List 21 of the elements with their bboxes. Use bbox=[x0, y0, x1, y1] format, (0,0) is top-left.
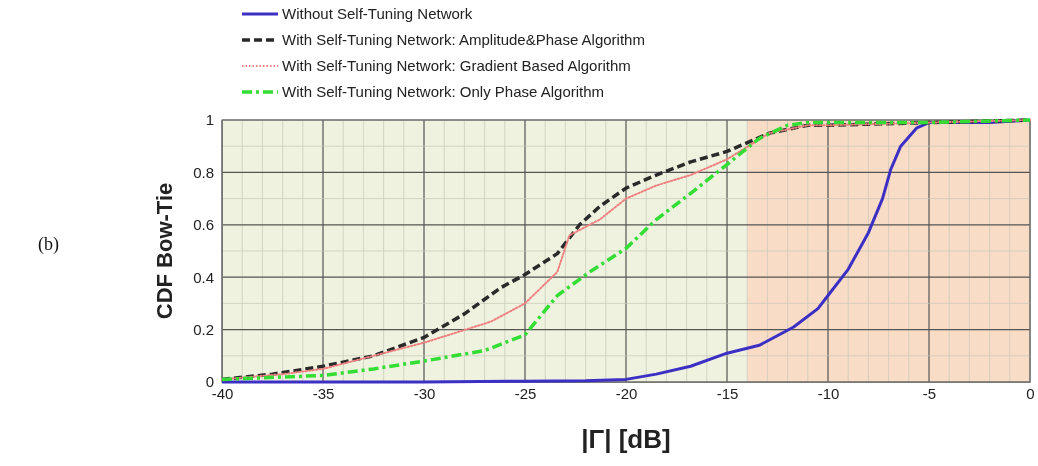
x-tick-label: -5 bbox=[922, 384, 937, 402]
text: (b) bbox=[38, 234, 59, 255]
y-tick-label: 0 bbox=[205, 373, 214, 391]
x-tick-label: -20 bbox=[615, 384, 638, 402]
x-tick-label: -35 bbox=[312, 384, 335, 402]
x-tick-label: -15 bbox=[716, 384, 739, 402]
legend-label: With Self-Tuning Network: Only Phase Algorithm bbox=[282, 83, 605, 100]
y-axis-title: CDF Bow-Tie bbox=[152, 182, 177, 320]
y-tick-label: 1 bbox=[205, 111, 214, 129]
x-tick-label: -25 bbox=[514, 384, 537, 402]
x-tick-label: 0 bbox=[1026, 384, 1035, 402]
legend-label: With Self-Tuning Network: Amplitude&Phase Algorithm bbox=[282, 31, 645, 48]
x-axis-title: |Γ| [dB] bbox=[581, 424, 671, 454]
legend-label: Without Self-Tuning Network bbox=[282, 5, 473, 22]
y-tick-label: 0.6 bbox=[193, 216, 214, 234]
y-tick-label: 0.8 bbox=[193, 163, 214, 181]
y-tick-label: 0.2 bbox=[193, 320, 214, 338]
y-tick-label: 0.4 bbox=[193, 268, 214, 286]
x-tick-label: -30 bbox=[413, 384, 436, 402]
legend-label: With Self-Tuning Network: Gradient Based Algorithm bbox=[282, 57, 631, 74]
x-tick-label: -10 bbox=[817, 384, 840, 402]
